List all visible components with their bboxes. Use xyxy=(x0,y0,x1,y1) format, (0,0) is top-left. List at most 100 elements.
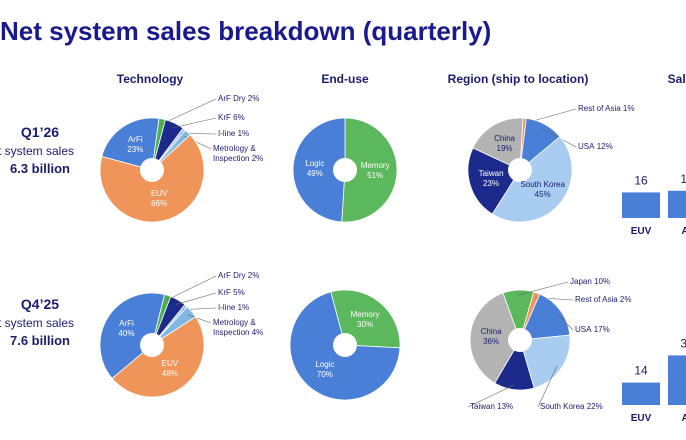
slice-category: USA xyxy=(575,325,592,334)
slice-label: Rest of Asia 2% xyxy=(575,295,649,305)
donut-hole xyxy=(333,333,357,357)
slice-label: Metrology & Inspection 4% xyxy=(213,318,287,338)
slice-value: 2% xyxy=(247,271,260,280)
slice-label: China 19% xyxy=(494,134,515,154)
column-header: Technology xyxy=(117,72,183,86)
slice-label: Taiwan 13% xyxy=(470,402,544,412)
pie-slice xyxy=(341,117,398,223)
slice-category: Memory xyxy=(360,160,390,170)
slice-category: Logic xyxy=(305,159,325,169)
leader-line xyxy=(172,117,217,129)
slice-value: 23% xyxy=(483,178,500,188)
slice-value: 2% xyxy=(251,154,264,163)
slice-value: 49% xyxy=(306,169,323,179)
slice-category: I-line xyxy=(218,303,236,312)
slice-category: Memory xyxy=(350,310,380,320)
slice-label: Memory 51% xyxy=(361,161,390,181)
slice-category: EUV xyxy=(161,359,179,369)
slice-value: 5% xyxy=(233,288,245,297)
bar-value-label: 17 xyxy=(680,172,686,186)
row-amount-text: 6.3 billion xyxy=(10,161,70,176)
slice-value: 30% xyxy=(357,320,374,330)
pie-slice xyxy=(101,117,160,171)
slice-value: 51% xyxy=(367,170,384,180)
bar-value-label: 14 xyxy=(634,364,648,378)
row-label: t system sales xyxy=(0,144,74,158)
slice-category: ArF Dry xyxy=(218,271,246,280)
slice-label: I-line 1% xyxy=(218,129,292,139)
slice-category: I-line xyxy=(218,129,236,138)
slice-category: ArFi xyxy=(127,134,143,144)
slice-label: ArFi 23% xyxy=(127,135,143,155)
slice-value: 12% xyxy=(596,142,613,151)
leader-line xyxy=(187,314,212,324)
leader-line xyxy=(166,275,217,301)
bar-category-label: Ar xyxy=(681,226,686,237)
slice-label: ArF Dry 2% xyxy=(218,271,292,281)
slice-label: Rest of Asia 1% xyxy=(578,104,652,114)
slice-category: Metrology & Inspection xyxy=(213,318,256,337)
row-label-text: t system sales xyxy=(0,316,75,330)
row-label: t system sales xyxy=(0,316,74,330)
row-label-text: t system sales xyxy=(0,144,75,158)
slice-label: South Korea 22% xyxy=(540,402,614,412)
slice-value: 23% xyxy=(127,144,144,154)
slice-label: Japan 10% xyxy=(570,277,644,287)
slice-value: 70% xyxy=(316,369,333,379)
slice-label: USA 17% xyxy=(575,325,649,335)
column-header-text: Sale xyxy=(667,72,686,86)
pie-slice xyxy=(472,117,524,171)
slice-value: 1% xyxy=(622,104,635,113)
row-period: Q4’25 xyxy=(10,296,70,312)
bar-value-label: 31 xyxy=(680,336,686,350)
slice-value: 17% xyxy=(593,325,610,334)
slice-value: 22% xyxy=(586,402,603,411)
bar xyxy=(622,192,660,218)
slice-category: Japan xyxy=(570,277,592,286)
slice-value: 10% xyxy=(594,277,611,286)
slice-label: Logic 70% xyxy=(315,360,334,380)
slice-label: KrF 5% xyxy=(218,288,292,298)
pie-slice xyxy=(292,117,346,223)
bar-category-label: EUV xyxy=(631,226,652,237)
slice-category: South Korea xyxy=(520,179,565,189)
slice-value: 4% xyxy=(251,328,264,337)
slice-label: KrF 6% xyxy=(218,113,292,123)
pie-slice xyxy=(519,293,571,341)
pie-slice xyxy=(99,292,166,379)
donut-hole xyxy=(333,158,357,182)
slice-label: Memory 30% xyxy=(351,310,380,330)
bar xyxy=(668,190,686,218)
slice-label: South Korea 45% xyxy=(520,180,564,200)
donut-hole xyxy=(508,158,532,182)
slice-label: ArF Dry 2% xyxy=(218,94,292,104)
slide-title: Net system sales breakdown (quarterly) xyxy=(0,16,492,46)
slice-category: South Korea xyxy=(540,402,585,411)
slice-label: EUV 48% xyxy=(162,359,178,379)
bar xyxy=(668,355,686,405)
donut-hole xyxy=(508,328,532,352)
slice-value: 45% xyxy=(534,189,551,199)
slice-label: ArFi 40% xyxy=(118,319,134,339)
donut-hole xyxy=(140,158,164,182)
slice-category: ArF Dry xyxy=(218,94,246,103)
row-period-text: Q4’25 xyxy=(20,296,60,312)
pie-slice xyxy=(491,136,573,223)
bar xyxy=(622,382,660,405)
slice-label: USA 12% xyxy=(578,142,652,152)
column-header-text: End-use xyxy=(321,72,369,86)
slice-value: 48% xyxy=(161,369,178,379)
slice-category: Metrology & Inspection xyxy=(213,144,256,163)
slice-value: 2% xyxy=(619,295,632,304)
bar-category-label: Ar xyxy=(681,413,686,424)
slice-value: 13% xyxy=(497,402,514,411)
leader-line xyxy=(537,365,558,408)
column-header-text: Technology xyxy=(116,72,184,86)
slice-value: 40% xyxy=(118,329,135,339)
slice-label: Logic 49% xyxy=(305,159,324,179)
row-period: Q1’26 xyxy=(10,124,70,140)
slice-label: Taiwan 23% xyxy=(479,169,504,189)
pie-slice xyxy=(467,147,521,215)
column-header: End-use xyxy=(321,72,368,86)
